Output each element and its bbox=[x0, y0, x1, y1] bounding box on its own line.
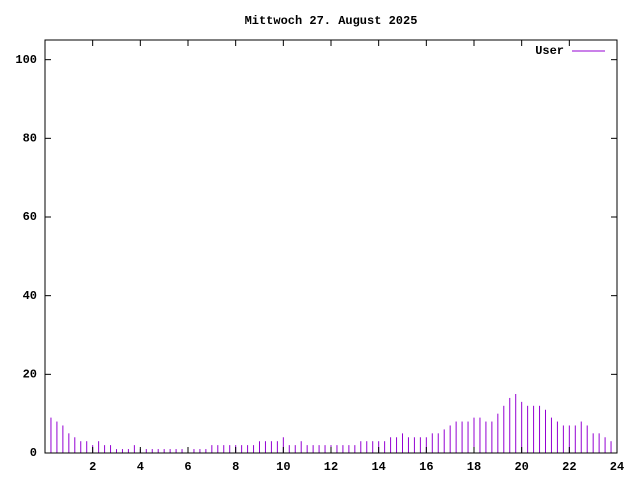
x-tick-label: 22 bbox=[562, 460, 576, 474]
y-tick-label: 0 bbox=[30, 446, 37, 460]
x-tick-label: 14 bbox=[371, 460, 385, 474]
x-tick-label: 8 bbox=[232, 460, 239, 474]
y-tick-label: 20 bbox=[23, 368, 37, 382]
y-tick-label: 40 bbox=[23, 289, 37, 303]
y-tick-label: 100 bbox=[15, 53, 37, 67]
x-tick-label: 10 bbox=[276, 460, 290, 474]
x-tick-label: 20 bbox=[514, 460, 528, 474]
y-tick-label: 80 bbox=[23, 132, 37, 146]
legend-label: User bbox=[535, 44, 564, 58]
x-tick-label: 4 bbox=[137, 460, 144, 474]
x-tick-label: 6 bbox=[184, 460, 191, 474]
x-tick-label: 16 bbox=[419, 460, 433, 474]
x-tick-label: 24 bbox=[610, 460, 624, 474]
chart-title: Mittwoch 27. August 2025 bbox=[245, 14, 418, 28]
x-tick-label: 12 bbox=[324, 460, 338, 474]
x-tick-label: 2 bbox=[89, 460, 96, 474]
plot-border bbox=[44, 39, 618, 454]
y-tick-label: 60 bbox=[23, 210, 37, 224]
x-tick-label: 18 bbox=[467, 460, 481, 474]
